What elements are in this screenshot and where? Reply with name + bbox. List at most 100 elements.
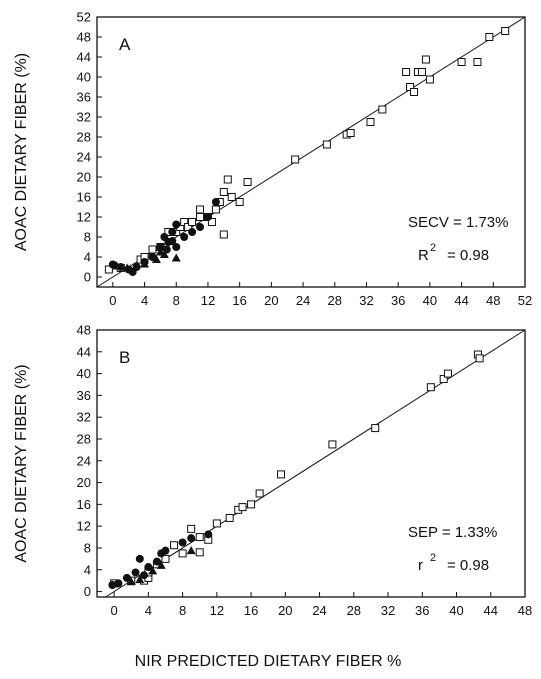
x-tick-label: 24 — [296, 293, 310, 308]
open-square-point — [485, 33, 494, 41]
open-square-point — [473, 58, 482, 66]
x-tick-label: 16 — [244, 603, 258, 618]
open-square-point — [211, 205, 220, 214]
panel-b-identity-line — [105, 329, 526, 598]
open-square-point — [178, 549, 187, 558]
panel-a-x-ticks: 0 4 8 12 16 20 24 28 32 36 40 44 48 52 — [109, 282, 532, 308]
x-tick-label: 52 — [518, 293, 532, 308]
open-square-point — [421, 55, 430, 64]
panel-a-frame — [96, 16, 526, 288]
panel-a-label: A — [119, 35, 131, 54]
x-axis-title: NIR PREDICTED DIETARY FIBER % — [135, 653, 402, 670]
open-square-point — [161, 554, 170, 563]
open-square-point — [501, 27, 510, 35]
panel-b-label: B — [119, 348, 130, 367]
panel-b-r-symbol: r — [418, 557, 423, 574]
x-tick-label: 28 — [347, 603, 361, 618]
panel-a: 0 4 8 12 16 20 24 28 32 36 40 44 48 52 04812162024283… — [77, 10, 533, 309]
panel-b-sep: SEP = 1.33% — [408, 524, 497, 541]
x-tick-label: 28 — [328, 293, 342, 308]
open-square-point — [170, 541, 179, 550]
open-square-point — [426, 383, 435, 392]
y-tick-label: 8 — [84, 230, 91, 245]
y-tick-label: 24 — [77, 150, 91, 165]
open-square-point — [187, 524, 196, 533]
filled-triangle-point — [159, 250, 169, 258]
x-tick-label: 8 — [173, 293, 180, 308]
filled-circle-point — [114, 579, 123, 588]
open-square-point — [148, 245, 157, 254]
open-square-point — [346, 129, 355, 137]
x-tick-label: 40 — [423, 293, 437, 308]
x-tick-label: 20 — [264, 293, 278, 308]
filled-circle-point — [196, 223, 205, 231]
open-square-point — [227, 193, 236, 201]
y-tick-label: 40 — [77, 366, 91, 381]
panel-b-frame — [96, 329, 526, 598]
x-tick-label: 0 — [109, 293, 116, 308]
open-square-point — [247, 500, 256, 509]
panel-a-points — [104, 27, 510, 276]
open-square-point — [223, 175, 232, 184]
filled-triangle-point — [151, 255, 161, 263]
y-tick-label: 8 — [84, 540, 91, 555]
open-square-point — [195, 533, 204, 542]
filled-circle-point — [168, 228, 177, 236]
x-tick-label: 16 — [232, 293, 246, 308]
y-tick-label: 36 — [77, 90, 91, 105]
panel-b-r-value: = 0.98 — [447, 557, 489, 574]
open-square-point — [219, 188, 228, 196]
open-square-point — [425, 75, 434, 84]
y-tick-label: 48 — [77, 323, 91, 338]
panel-a-y-axis-title: AOAC DIETARY FIBER (%) — [13, 53, 30, 251]
filled-circle-point — [122, 573, 131, 582]
y-tick-label: 12 — [77, 210, 91, 225]
y-tick-label: 0 — [84, 584, 91, 599]
filled-triangle-point — [126, 577, 136, 586]
filled-circle-point — [140, 571, 149, 580]
filled-circle-point — [135, 554, 144, 563]
panel-a-r-exponent: 2 — [430, 242, 436, 254]
filled-circle-point — [180, 233, 189, 241]
x-tick-label: 32 — [381, 603, 395, 618]
open-square-point — [196, 205, 205, 214]
y-tick-label: 52 — [77, 10, 91, 25]
open-square-point — [207, 218, 216, 226]
panel-b-x-ticks: 0 4 8 12 16 20 24 28 32 36 40 44 48 — [111, 592, 532, 618]
open-square-point — [378, 105, 387, 114]
x-tick-label: 44 — [484, 603, 498, 618]
filled-circle-point — [187, 534, 196, 543]
x-tick-label: 12 — [201, 293, 215, 308]
open-square-point — [195, 548, 204, 557]
y-tick-label: 12 — [77, 519, 91, 534]
x-tick-label: 44 — [454, 293, 468, 308]
filled-triangle-point — [171, 253, 181, 262]
filled-circle-point — [172, 243, 181, 251]
x-tick-label: 4 — [141, 293, 148, 308]
open-square-point — [371, 424, 380, 433]
open-square-point — [238, 503, 247, 512]
filled-circle-point — [172, 220, 181, 229]
panel-a-r-value: = 0.98 — [447, 247, 489, 264]
x-tick-label: 36 — [415, 603, 429, 618]
y-tick-label: 0 — [84, 270, 91, 285]
open-square-point — [196, 213, 205, 221]
open-square-point — [328, 440, 337, 449]
filled-circle-point — [108, 581, 117, 590]
open-square-point — [439, 375, 448, 384]
open-square-point — [277, 470, 286, 479]
y-tick-label: 20 — [77, 475, 91, 490]
y-tick-label: 4 — [84, 250, 91, 265]
filled-circle-point — [161, 546, 170, 555]
x-tick-label: 4 — [145, 603, 152, 618]
x-tick-label: 48 — [486, 293, 500, 308]
open-square-point — [291, 155, 300, 164]
panel-b-y-axis-title: AOAC DIETARY FIBER (%) — [13, 364, 30, 562]
y-tick-label: 36 — [77, 388, 91, 403]
filled-circle-point — [168, 237, 177, 245]
filled-triangle-point — [186, 546, 196, 555]
open-square-point — [457, 58, 466, 66]
y-tick-label: 16 — [77, 190, 91, 205]
